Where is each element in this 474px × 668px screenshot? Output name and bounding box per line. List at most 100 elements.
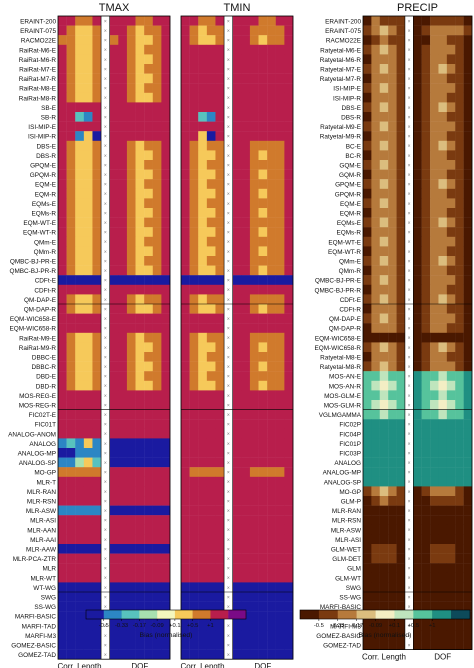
heatmap-cell — [83, 400, 93, 410]
heatmap-cell — [189, 83, 199, 93]
heatmap-cell — [144, 563, 153, 573]
row-label: MLR-PCA-ZTR — [13, 556, 57, 563]
row-label: GOMEZ-TAD — [18, 652, 56, 659]
heatmap-cell — [144, 323, 153, 333]
heatmap-cell — [135, 630, 145, 641]
heatmap-cell — [58, 208, 67, 218]
heatmap-cell — [430, 572, 439, 583]
heatmap-cell — [206, 630, 216, 641]
heatmap-cell — [126, 16, 136, 26]
heatmap-cell — [430, 54, 439, 65]
heatmap-cell — [371, 361, 380, 372]
separator-cell — [224, 16, 233, 26]
separator-marker: × — [104, 480, 107, 486]
heatmap-cell — [455, 102, 464, 113]
heatmap-cell — [379, 54, 389, 65]
separator-marker: × — [227, 461, 230, 467]
heatmap-cell — [463, 140, 473, 151]
heatmap-cell — [83, 428, 93, 439]
separator-cell — [224, 140, 233, 151]
separator-cell — [404, 524, 414, 535]
heatmap-cell — [463, 313, 473, 324]
heatmap-cell — [388, 361, 397, 372]
heatmap-cell — [249, 476, 259, 487]
heatmap-cell — [463, 371, 473, 381]
heatmap-cell — [455, 313, 464, 324]
heatmap-cell — [92, 16, 102, 26]
heatmap-cell — [421, 73, 431, 84]
heatmap-cell — [152, 467, 162, 477]
heatmap-cell — [284, 44, 294, 55]
heatmap-cell — [83, 448, 93, 458]
separator-cell — [404, 448, 414, 458]
heatmap-cell — [161, 64, 171, 74]
heatmap-cell — [379, 236, 389, 247]
separator-cell — [101, 198, 110, 209]
heatmap-cell — [232, 25, 242, 36]
heatmap-cell — [284, 486, 294, 497]
row-label: QMBC-BJ-PR-E — [315, 278, 361, 285]
heatmap-cell — [241, 44, 251, 55]
heatmap-cell — [144, 64, 153, 74]
heatmap-cell — [152, 476, 162, 487]
heatmap-cell — [161, 371, 171, 381]
heatmap-cell — [455, 294, 464, 305]
heatmap-cell — [258, 131, 268, 141]
heatmap-cell — [267, 64, 276, 74]
separator-marker: × — [104, 557, 107, 563]
row-label: DBS-R — [341, 114, 361, 121]
heatmap-cell — [144, 380, 153, 391]
heatmap-cell — [198, 419, 208, 429]
separator-cell — [224, 467, 233, 477]
separator-marker: × — [227, 499, 230, 505]
heatmap-cell — [206, 323, 216, 333]
separator-cell — [101, 54, 110, 65]
heatmap-cell — [152, 54, 162, 65]
heatmap-cell — [379, 25, 389, 36]
heatmap-cell — [66, 25, 76, 36]
heatmap-cell — [161, 400, 171, 410]
heatmap-cell — [161, 284, 171, 295]
heatmap-cell — [181, 592, 190, 602]
heatmap-cell — [144, 361, 153, 372]
legend-frame — [85, 609, 247, 620]
heatmap-cell — [75, 284, 85, 295]
heatmap-cell — [379, 592, 389, 602]
heatmap-cell — [232, 275, 242, 285]
heatmap-cell — [109, 304, 119, 314]
heatmap-cell — [161, 649, 171, 660]
separator-marker: × — [227, 134, 230, 140]
heatmap-cell — [75, 380, 85, 391]
heatmap-cell — [215, 592, 225, 602]
heatmap-cell — [144, 544, 153, 554]
row-label: MOS-REG-R — [19, 402, 57, 409]
heatmap-cell — [379, 323, 389, 333]
heatmap-cell — [135, 448, 145, 458]
heatmap-cell — [126, 131, 136, 141]
heatmap-cell — [135, 121, 145, 132]
heatmap-cell — [109, 256, 119, 266]
heatmap-cell — [438, 361, 448, 372]
separator-cell — [404, 169, 414, 180]
heatmap-cell — [126, 649, 136, 660]
heatmap-cell — [430, 121, 439, 132]
heatmap-cell — [66, 16, 76, 26]
heatmap-cell — [135, 476, 145, 487]
heatmap-cell — [379, 572, 389, 583]
heatmap-cell — [275, 352, 285, 362]
heatmap-cell — [118, 140, 128, 151]
separator-cell — [101, 169, 110, 180]
heatmap-cell — [438, 390, 448, 401]
separator-marker: × — [227, 489, 230, 495]
separator-marker: × — [408, 307, 411, 313]
row-label: RaiRat-M8-E — [19, 86, 56, 93]
heatmap-cell — [118, 25, 128, 36]
heatmap-cell — [396, 112, 406, 122]
heatmap-cell — [83, 236, 93, 247]
heatmap-cell — [58, 265, 67, 276]
heatmap-cell — [206, 313, 216, 324]
heatmap-cell — [430, 256, 439, 266]
panel-precip: PRECIP××××××××××××××××××××××××××××××××××… — [314, 2, 473, 662]
heatmap-cell — [463, 342, 473, 353]
row-label: MOS-REG-E — [19, 393, 56, 400]
